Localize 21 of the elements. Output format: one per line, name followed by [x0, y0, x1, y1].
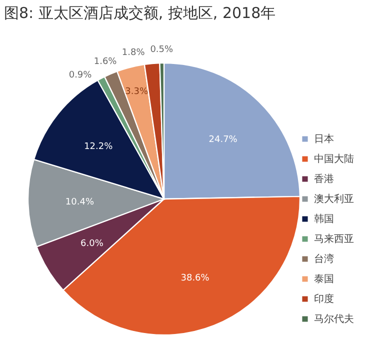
data-label: 0.9%	[68, 70, 92, 81]
legend-label: 香港	[314, 173, 334, 185]
legend-label: 韩国	[314, 213, 334, 225]
legend-label: 澳大利亚	[314, 193, 354, 205]
data-label: 1.6%	[94, 56, 118, 67]
data-label: 10.4%	[65, 198, 94, 208]
legend-label: 泰国	[314, 274, 334, 285]
legend-label: 中国大陆	[314, 153, 354, 165]
data-label: 3.3%	[125, 86, 148, 97]
data-label: 12.2%	[84, 142, 114, 152]
legend-label: 台湾	[314, 253, 334, 265]
legend-label: 印度	[314, 293, 334, 305]
legend-label: 马来西亚	[314, 233, 354, 245]
legend-label: 马尔代夫	[314, 313, 354, 325]
data-label: 24.7%	[208, 134, 238, 145]
data-label: 1.8%	[122, 48, 146, 58]
chart-title: 图8: 亚太区酒店成交额, 按地区, 2018年	[4, 4, 276, 22]
legend-label: 日本	[314, 133, 334, 145]
data-label: 6.0%	[80, 238, 104, 249]
data-label: 38.6%	[180, 273, 210, 284]
data-label: 0.5%	[150, 45, 174, 56]
